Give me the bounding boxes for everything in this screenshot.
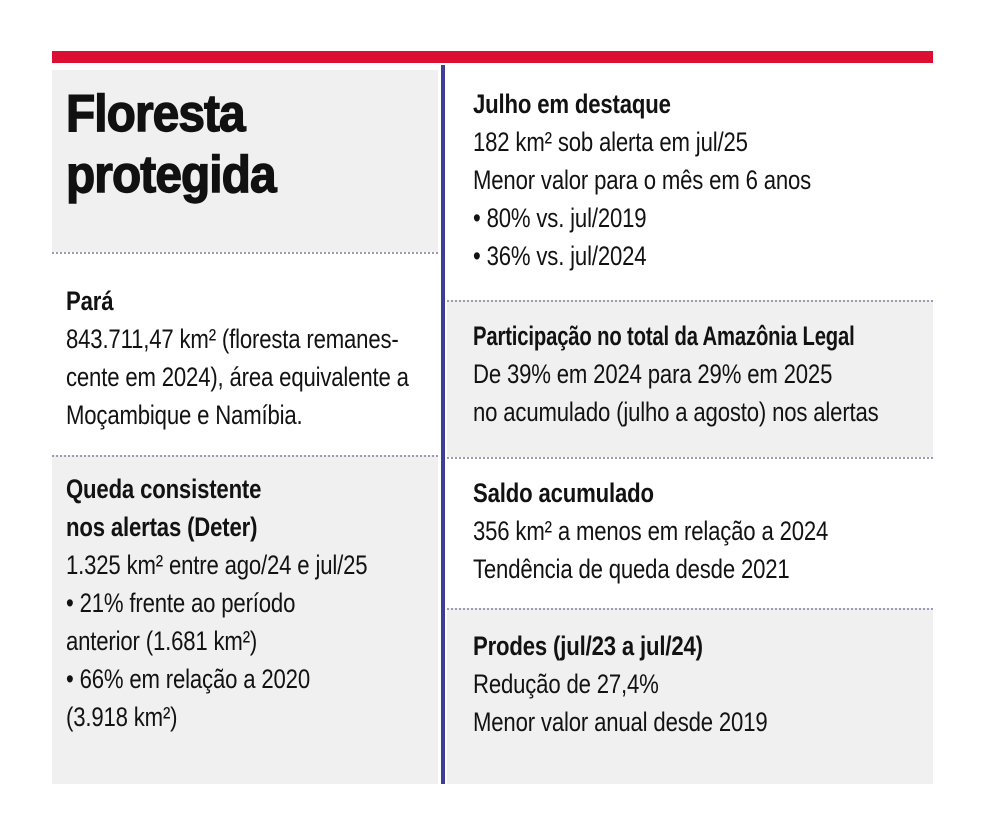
bullet-line: • 36% vs. jul/2024 xyxy=(473,241,647,271)
text-line: (3.918 km²) xyxy=(66,702,178,732)
text-line: no acumulado (julho a agosto) nos alerta… xyxy=(473,397,879,427)
text-line: Moçambique e Namíbia. xyxy=(66,400,303,430)
bullet-line: • 80% vs. jul/2019 xyxy=(473,203,647,233)
text-line: Redução de 27,4% xyxy=(473,669,659,699)
bullet-line: • 21% frente ao período xyxy=(66,588,296,618)
page-title: Floresta protegida xyxy=(65,84,438,206)
section-julho-destaque: Julho em destaque 182 km² sob alerta em … xyxy=(447,70,933,300)
top-accent-bar xyxy=(52,51,933,63)
section-heading: Participação no total da Amazônia Legal xyxy=(473,321,855,351)
text-line: De 39% em 2024 para 29% em 2025 xyxy=(473,359,833,389)
text-line: 182 km² sob alerta em jul/25 xyxy=(473,127,748,157)
column-divider-line xyxy=(441,65,445,784)
text-line: anterior (1.681 km²) xyxy=(66,626,258,656)
section-para: Pará 843.711,47 km² (floresta remanes- c… xyxy=(52,252,438,455)
section-prodes: Prodes (jul/23 a jul/24) Redução de 27,4… xyxy=(447,608,933,784)
section-heading-line-2: nos alertas (Deter) xyxy=(66,512,258,542)
section-queda-alertas-deter: Queda consistente nos alertas (Deter) 1.… xyxy=(52,455,438,784)
text-line: 1.325 km² entre ago/24 e jul/25 xyxy=(66,550,368,580)
text-line: Menor valor para o mês em 6 anos xyxy=(473,165,812,195)
page-title-line-1: Floresta xyxy=(65,84,246,143)
text-line: Menor valor anual desde 2019 xyxy=(473,707,768,737)
page-title-line-2: protegida xyxy=(65,145,277,204)
section-heading: Pará xyxy=(66,286,114,316)
title-panel: Floresta protegida xyxy=(52,70,438,252)
text-line: 356 km² a menos em relação a 2024 xyxy=(473,516,829,546)
text-line: cente em 2024), área equivalente a xyxy=(66,362,409,392)
text-line: Tendência de queda desde 2021 xyxy=(473,554,790,584)
section-saldo-acumulado: Saldo acumulado 356 km² a menos em relaç… xyxy=(447,457,933,608)
section-participacao-amazonia-legal: Participação no total da Amazônia Legal … xyxy=(447,300,933,457)
section-heading: Queda consistente xyxy=(66,474,262,504)
section-heading: Saldo acumulado xyxy=(473,478,654,508)
bullet-line: • 66% em relação a 2020 xyxy=(66,664,310,694)
section-heading: Prodes (jul/23 a jul/24) xyxy=(473,631,703,661)
section-heading: Julho em destaque xyxy=(473,89,671,119)
text-line: 843.711,47 km² (floresta remanes- xyxy=(66,324,399,354)
